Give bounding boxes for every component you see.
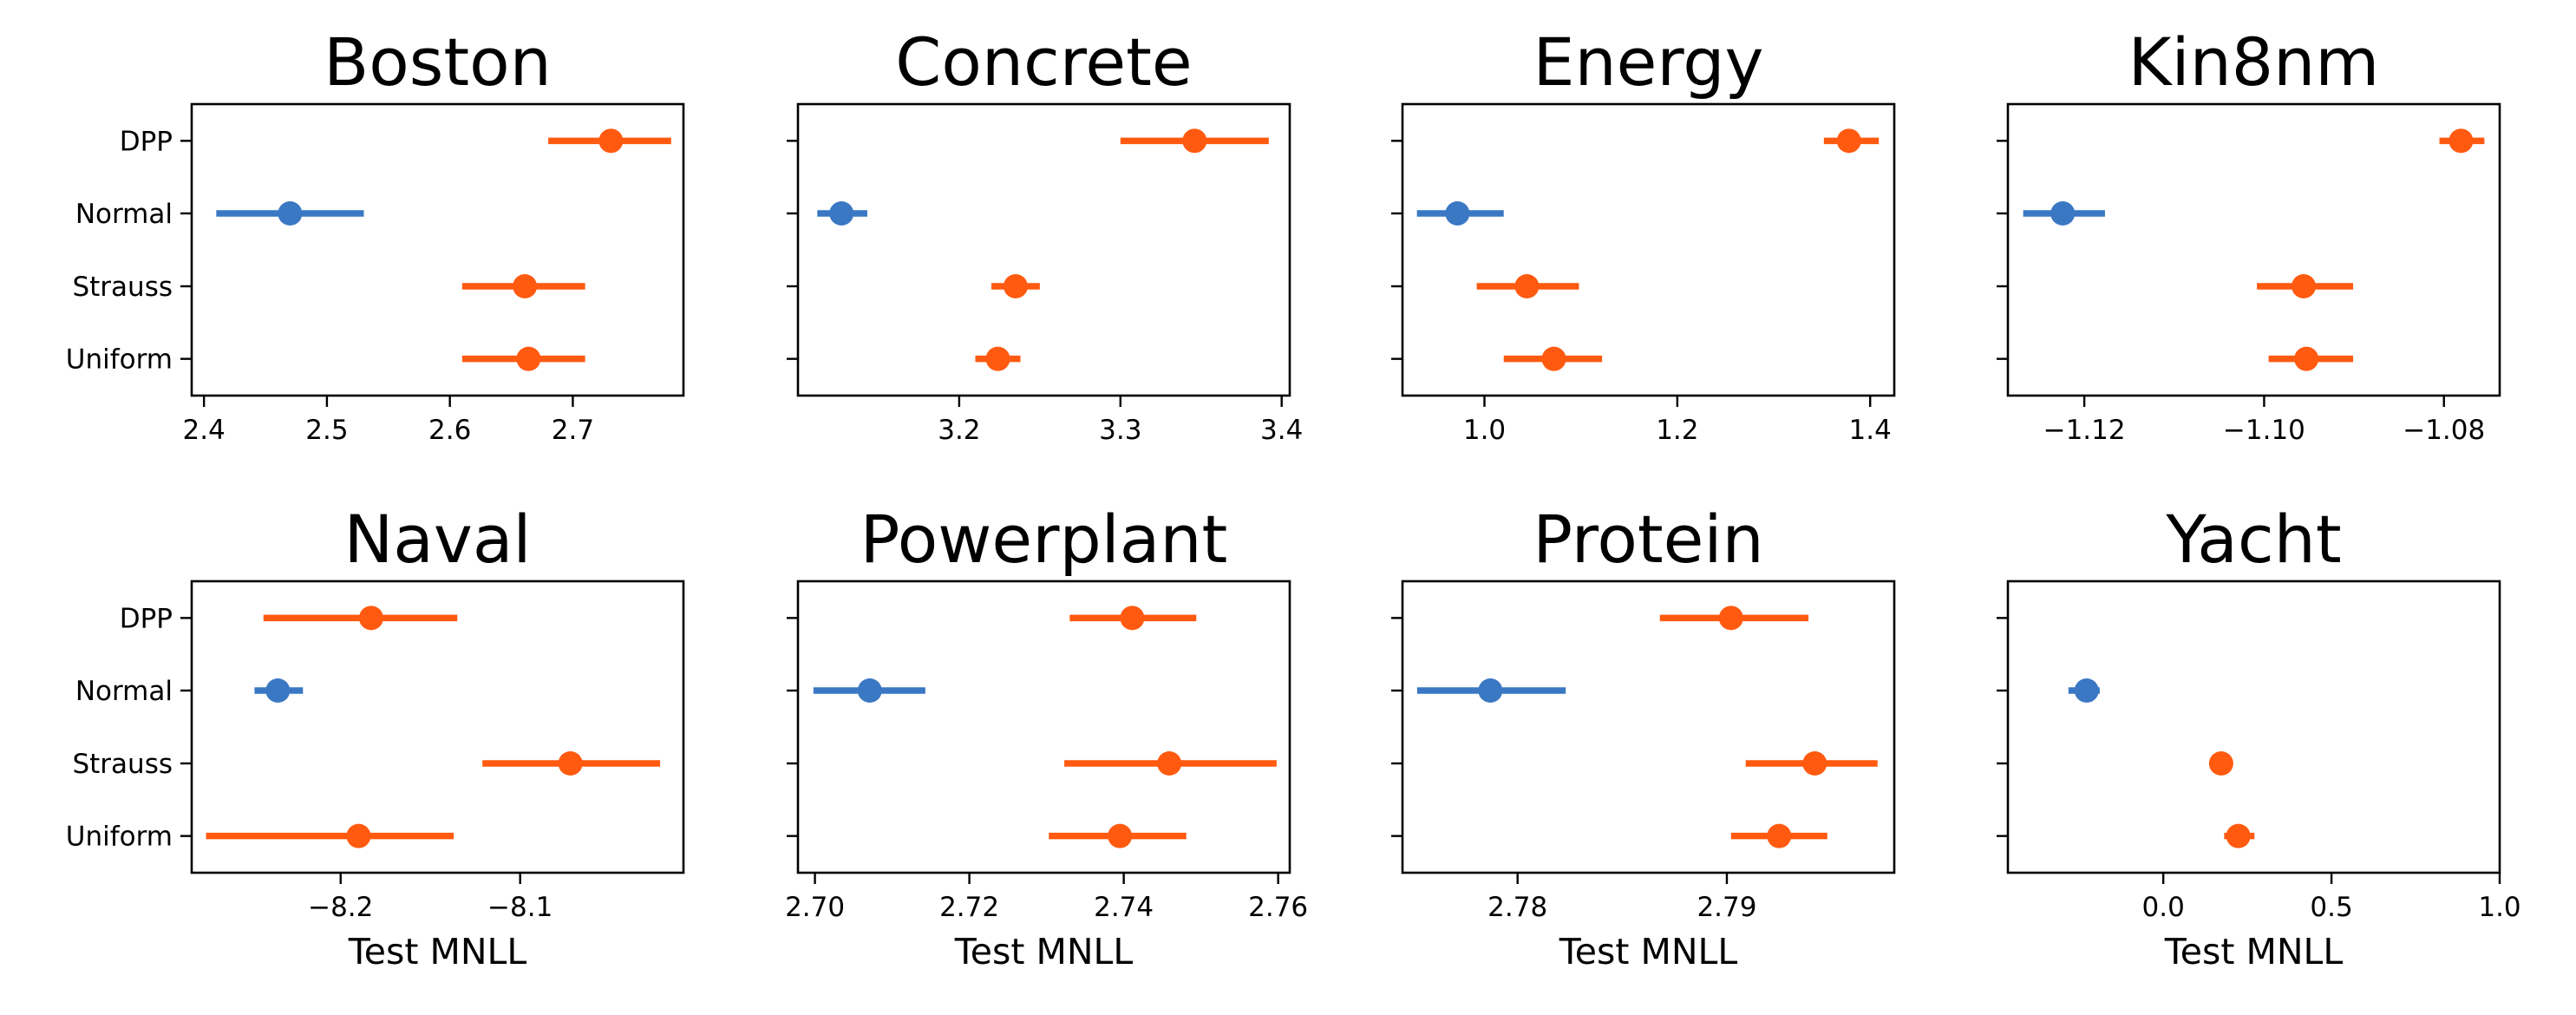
x-tick-label: 1.0 [2478,892,2520,923]
point-normal [857,678,882,703]
x-tick-label: 2.6 [428,415,471,446]
x-tick-label: −1.12 [2043,415,2126,446]
x-axis-label: Test MNLL [954,931,1134,972]
subplot-kin8nm: Kin8nm −1.12 −1.10 −1.08 [1997,23,2501,446]
point-normal [265,678,291,703]
x-tick-label: 2.4 [183,415,226,446]
axes-frame [190,102,685,397]
x-tick-label: 2.7 [552,415,594,446]
y-tick-label: Uniform [66,822,173,853]
x-tick-label: −1.10 [2223,415,2305,446]
panel-title: Yacht [2165,501,2341,578]
x-tick-label: 1.2 [1656,415,1698,446]
y-tick-label: Normal [75,676,173,707]
point-dpp [1836,128,1861,154]
point-strauss [1514,274,1540,298]
point-uniform [2226,823,2251,848]
point-strauss [1802,751,1827,776]
x-tick-label: −1.08 [2403,415,2485,446]
x-axis-label: Test MNLL [348,931,527,972]
x-axis-label: Test MNLL [1559,931,1738,972]
axes-frame [2006,102,2501,397]
point-uniform [1108,823,1133,848]
point-strauss [1003,274,1028,298]
axes-frame [190,580,685,874]
point-strauss [513,274,538,298]
y-tick-label: DPP [120,126,173,157]
point-normal [829,201,854,226]
point-normal [1445,201,1470,226]
point-normal [2050,201,2076,226]
y-tick-label: Normal [75,199,173,230]
point-normal [2074,678,2099,703]
x-tick-label: 2.79 [1697,892,1756,923]
point-dpp [598,128,624,154]
point-normal [278,201,303,226]
x-tick-label: 1.0 [1463,415,1506,446]
subplot-powerplant: Powerplant 2.70 2.72 2.74 2.76 Test MNLL [785,501,1308,972]
point-strauss [2292,274,2317,298]
panel-title: Protein [1533,501,1763,578]
x-tick-label: 3.4 [1260,415,1303,446]
point-dpp [2449,128,2474,154]
axes-frame [2006,580,2501,874]
subplot-concrete: Concrete 3.2 3.3 3.4 [787,23,1303,446]
x-tick-label: 2.70 [785,892,845,923]
y-tick-label: Strauss [72,272,173,303]
axes-frame [796,580,1291,874]
point-dpp [1182,128,1207,154]
y-tick-label: Strauss [72,749,173,780]
x-tick-label: 2.72 [939,892,999,923]
x-tick-label: 2.76 [1248,892,1308,923]
point-dpp [358,606,383,631]
point-uniform [1767,823,1792,848]
y-tick-label: Uniform [66,344,173,376]
point-uniform [1541,346,1566,371]
panel-title: Powerplant [860,501,1228,578]
panel-title: Naval [343,501,531,578]
point-strauss [2208,751,2233,776]
subplot-naval: Naval DPP Normal Strauss Uniform −8.2 −8.1 Test… [66,501,685,972]
panel-title: Concrete [895,23,1192,101]
point-dpp [1120,606,1145,631]
x-tick-label: −8.2 [308,892,373,923]
point-dpp [1718,606,1743,631]
subplot-yacht: Yacht 0.0 0.5 1.0 Test MNLL [1997,501,2521,972]
point-uniform [985,346,1010,371]
x-tick-label: 2.78 [1487,892,1547,923]
axes-frame [1401,102,1896,397]
point-normal [1478,678,1503,703]
point-strauss [1157,751,1182,776]
subplot-energy: Energy 1.0 1.2 1.4 [1391,23,1896,446]
subplot-boston: Boston DPP Normal Strauss Uniform 2.4 2.5 2.6 2.… [66,23,685,446]
x-tick-label: 3.3 [1099,415,1141,446]
x-tick-label: 2.74 [1094,892,1154,923]
subplot-protein: Protein 2.78 2.79 Test MNLL [1391,501,1896,972]
point-uniform [2294,346,2319,371]
x-axis-label: Test MNLL [2164,931,2344,972]
panel-title: Kin8nm [2128,23,2380,101]
x-tick-label: 0.0 [2142,892,2185,923]
point-uniform [516,346,541,371]
point-strauss [558,751,583,776]
axes-frame [796,102,1291,397]
x-tick-label: 2.5 [305,415,348,446]
x-tick-label: 3.2 [938,415,980,446]
axes-frame [1401,580,1896,874]
x-tick-label: 0.5 [2310,892,2352,923]
x-tick-label: −8.1 [487,892,552,923]
point-uniform [346,823,371,848]
x-tick-label: 1.4 [1849,415,1892,446]
panel-title: Boston [324,23,552,101]
y-tick-label: DPP [120,603,173,634]
panel-title: Energy [1533,23,1763,101]
